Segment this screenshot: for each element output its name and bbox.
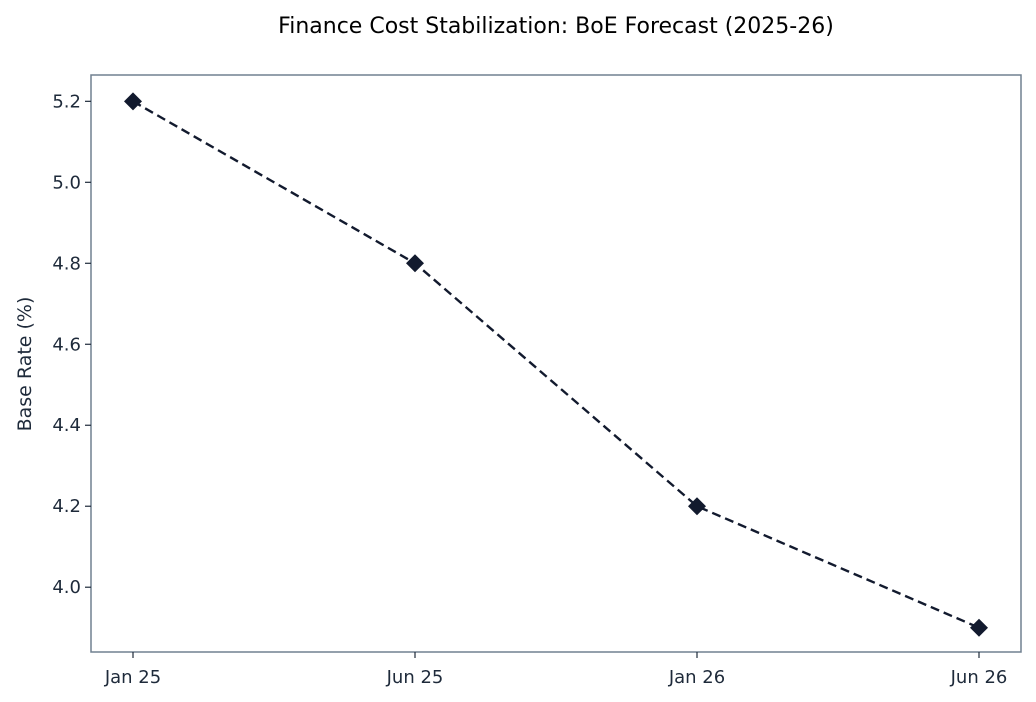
y-tick-label: 5.0 — [52, 172, 81, 193]
plot-frame — [90, 74, 1022, 653]
y-tick-label: 4.0 — [52, 577, 81, 598]
data-point-marker — [124, 92, 142, 111]
data-point-marker — [688, 497, 706, 516]
series-line — [132, 100, 980, 629]
y-axis-label: Base Rate (%) — [14, 297, 36, 432]
chart-title: Finance Cost Stabilization: BoE Forecast… — [278, 14, 834, 39]
data-point-marker — [970, 618, 988, 637]
y-axis: 4.0 4.2 4.4 4.6 4.8 5.0 5.2 — [52, 91, 91, 598]
x-tick-label: Jan 25 — [104, 667, 161, 688]
series-layer — [124, 92, 988, 637]
x-axis: Jan 25 Jun 25 Jan 26 Jun 26 — [104, 652, 1008, 688]
y-tick-label: 4.4 — [52, 415, 81, 436]
data-point-marker — [406, 254, 424, 273]
x-tick-label: Jan 26 — [668, 667, 725, 688]
y-tick-label: 4.2 — [52, 496, 81, 517]
y-tick-label: 4.8 — [52, 253, 81, 274]
y-tick-label: 5.2 — [52, 91, 81, 112]
y-tick-label: 4.6 — [52, 334, 81, 355]
x-tick-label: Jun 25 — [386, 667, 444, 688]
x-tick-label: Jun 26 — [950, 667, 1008, 688]
